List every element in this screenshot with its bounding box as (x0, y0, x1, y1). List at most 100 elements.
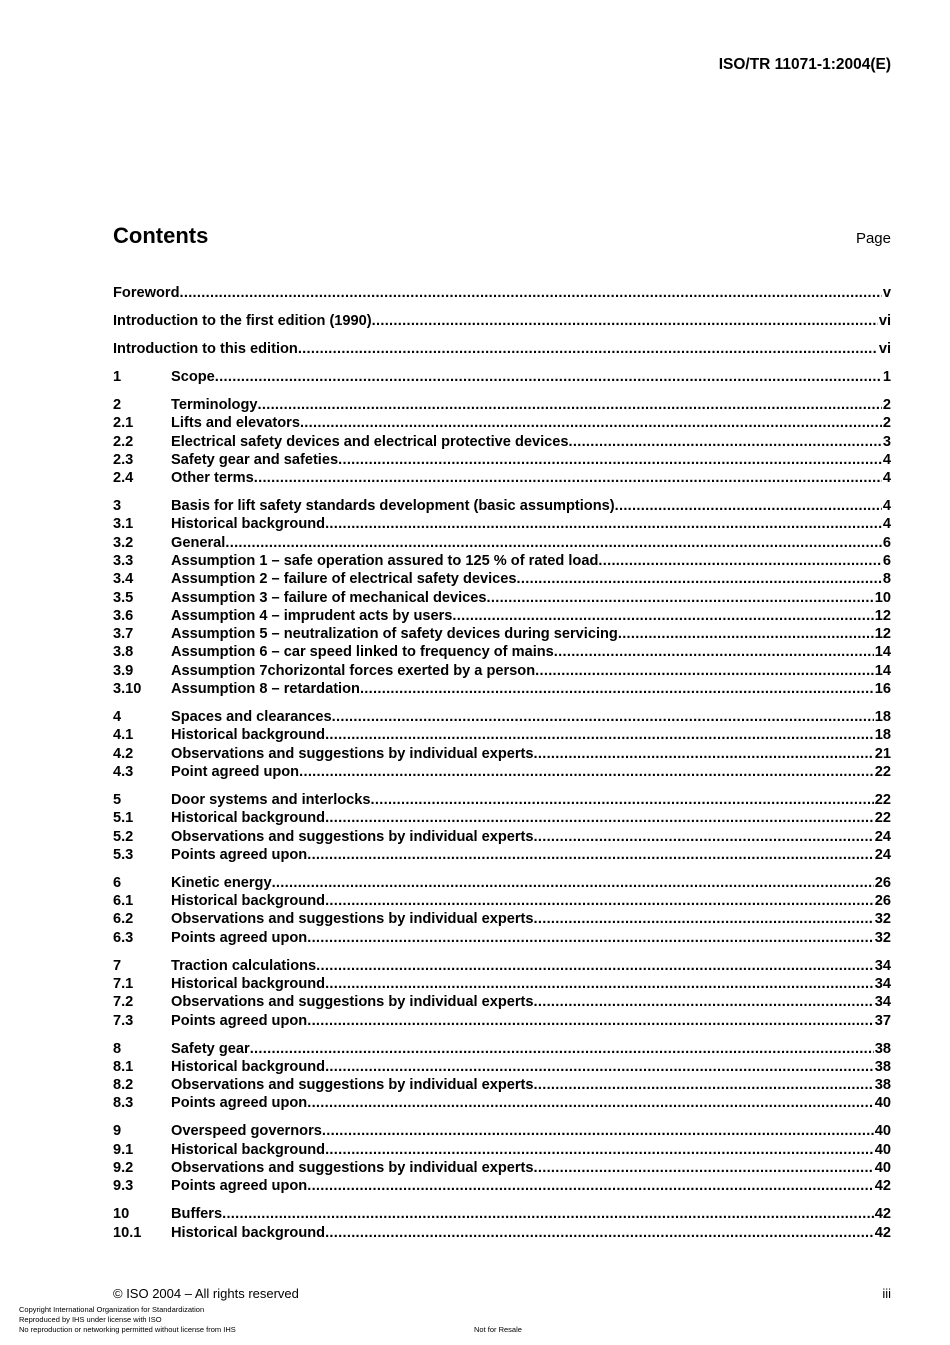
toc-entry-title: Historical background (171, 1058, 326, 1075)
toc-entry-page: 40 (874, 1141, 891, 1158)
toc-entry[interactable]: 3.2 General 6 (113, 534, 891, 552)
toc-group: Foreword v (113, 284, 891, 302)
toc-entry[interactable]: 8.3 Points agreed upon 40 (113, 1094, 891, 1112)
toc-entry-page: 22 (874, 791, 891, 808)
dot-leader (215, 368, 882, 386)
toc-entry-title: Historical background (171, 975, 326, 992)
dot-leader (316, 957, 874, 975)
toc-entry[interactable]: 3.10 Assumption 8 – retardation 16 (113, 680, 891, 698)
toc-entry-page: 40 (874, 1095, 891, 1112)
toc-entry[interactable]: 5 Door systems and interlocks 22 (113, 791, 891, 809)
toc-entry-number: 2 (113, 396, 122, 413)
toc-entry[interactable]: 5.1 Historical background 22 (113, 809, 891, 827)
toc-entry-page: 42 (874, 1206, 891, 1223)
dot-leader (325, 515, 882, 533)
toc-entry[interactable]: 7 Traction calculations 34 (113, 957, 891, 975)
toc-entry[interactable]: 9 Overspeed governors 40 (113, 1122, 891, 1140)
toc-entry[interactable]: 3 Basis for lift safety standards develop… (113, 497, 891, 515)
toc-entry-title: Historical background (171, 810, 326, 827)
toc-entry[interactable]: 3.4 Assumption 2 – failure of electrical … (113, 570, 891, 588)
toc-entry[interactable]: 5.2 Observations and suggestions by indiv… (113, 828, 891, 846)
toc-entry[interactable]: 10 Buffers 42 (113, 1205, 891, 1223)
dot-leader (360, 680, 874, 698)
toc-entry[interactable]: Introduction to this edition vi (113, 340, 891, 358)
toc-entry[interactable]: 2 Terminology 2 (113, 396, 891, 414)
toc-entry[interactable]: 2.2 Electrical safety devices and electri… (113, 433, 891, 451)
toc-entry-page: 8 (882, 571, 891, 588)
toc-entry[interactable]: 3.6 Assumption 4 – imprudent acts by user… (113, 607, 891, 625)
toc-entry[interactable]: 7.3 Points agreed upon 37 (113, 1012, 891, 1030)
toc-entry[interactable]: 6.3 Points agreed upon 32 (113, 929, 891, 947)
toc-entry-title: Historical background (171, 727, 326, 744)
dot-leader (325, 726, 874, 744)
toc-entry[interactable]: 3.3 Assumption 1 – safe operation assured… (113, 552, 891, 570)
toc-entry-title: Overspeed governors (171, 1123, 322, 1140)
toc-entry[interactable]: 9.3 Points agreed upon 42 (113, 1177, 891, 1195)
toc-entry[interactable]: 2.4 Other terms 4 (113, 469, 891, 487)
toc-entry-number: 3.8 (113, 644, 134, 661)
toc-entry-number: 5 (113, 791, 122, 808)
toc-entry-title: Introduction to this edition (113, 340, 298, 357)
toc-entry-number: 3.7 (113, 626, 134, 643)
page-number: iii (882, 1286, 891, 1301)
toc-entry-number: 8.3 (113, 1095, 134, 1112)
toc-entry[interactable]: 7.2 Observations and suggestions by indiv… (113, 993, 891, 1011)
toc-entry-page: 38 (874, 1077, 891, 1094)
toc-entry[interactable]: 4 Spaces and clearances 18 (113, 708, 891, 726)
dot-leader (534, 1159, 874, 1177)
toc-entry[interactable]: 2.3 Safety gear and safeties 4 (113, 451, 891, 469)
toc-entry-page: 34 (874, 957, 891, 974)
toc-entry-number: 3.10 (113, 681, 142, 698)
toc-entry[interactable]: 2.1 Lifts and elevators 2 (113, 414, 891, 432)
toc-entry[interactable]: 3.7 Assumption 5 – neutralization of safe… (113, 625, 891, 643)
toc-group: 5 Door systems and interlocks 22 5.1 Histori… (113, 791, 891, 864)
toc-entry[interactable]: 7.1 Historical background 34 (113, 975, 891, 993)
dot-leader (554, 643, 874, 661)
toc-entry[interactable]: 3.5 Assumption 3 – failure of mechanical … (113, 589, 891, 607)
dot-leader (332, 708, 874, 726)
toc-entry-number: 7.2 (113, 994, 134, 1011)
toc-entry[interactable]: 4.3 Point agreed upon 22 (113, 763, 891, 781)
dot-leader (225, 534, 882, 552)
toc-entry[interactable]: 9.1 Historical background 40 (113, 1141, 891, 1159)
dot-leader (372, 312, 878, 330)
toc-group: 6 Kinetic energy 26 6.1 Historical backgroun… (113, 874, 891, 947)
dot-leader (322, 1122, 874, 1140)
dot-leader (534, 910, 874, 928)
toc-entry[interactable]: Introduction to the first edition (1990)… (113, 312, 891, 330)
toc-entry-title: Assumption 5 – neutralization of safety … (171, 626, 618, 643)
toc-entry-number: 6.1 (113, 893, 134, 910)
toc-entry[interactable]: 6.2 Observations and suggestions by indiv… (113, 910, 891, 928)
toc-entry[interactable]: 6.1 Historical background 26 (113, 892, 891, 910)
toc-entry[interactable]: 3.8 Assumption 6 – car speed linked to fr… (113, 643, 891, 661)
dot-leader (307, 1012, 874, 1030)
toc-entry-number: 5.1 (113, 810, 134, 827)
toc-entry-page: 38 (874, 1040, 891, 1057)
toc-entry-page: 22 (874, 763, 891, 780)
toc-entry[interactable]: 9.2 Observations and suggestions by indiv… (113, 1159, 891, 1177)
toc-entry[interactable]: 6 Kinetic energy 26 (113, 874, 891, 892)
toc-entry-page: 4 (882, 451, 891, 468)
toc-entry[interactable]: 3.9 Assumption 7chorizontal forces exerte… (113, 662, 891, 680)
dot-leader (325, 975, 874, 993)
toc-entry-title: Electrical safety devices and electrical… (171, 433, 569, 450)
toc-entry[interactable]: 8.2 Observations and suggestions by indiv… (113, 1076, 891, 1094)
dot-leader (534, 1076, 874, 1094)
toc-entry-page: 16 (874, 681, 891, 698)
toc-entry[interactable]: Foreword v (113, 284, 891, 302)
toc-entry-number: 4.3 (113, 763, 134, 780)
toc-entry-number: 2.3 (113, 451, 134, 468)
toc-entry-title: Observations and suggestions by individu… (171, 994, 534, 1011)
dot-leader (299, 763, 874, 781)
toc-entry-number: 10 (113, 1206, 130, 1223)
toc-entry[interactable]: 4.1 Historical background 18 (113, 726, 891, 744)
toc-entry-number: 7.3 (113, 1012, 134, 1029)
toc-entry[interactable]: 3.1 Historical background 4 (113, 515, 891, 533)
toc-entry[interactable]: 4.2 Observations and suggestions by indiv… (113, 745, 891, 763)
toc-entry[interactable]: 1 Scope 1 (113, 368, 891, 386)
toc-entry[interactable]: 10.1 Historical background 42 (113, 1224, 891, 1242)
toc-entry-title: Point agreed upon (171, 763, 300, 780)
toc-entry[interactable]: 5.3 Points agreed upon 24 (113, 846, 891, 864)
toc-entry[interactable]: 8.1 Historical background 38 (113, 1058, 891, 1076)
toc-entry[interactable]: 8 Safety gear 38 (113, 1040, 891, 1058)
